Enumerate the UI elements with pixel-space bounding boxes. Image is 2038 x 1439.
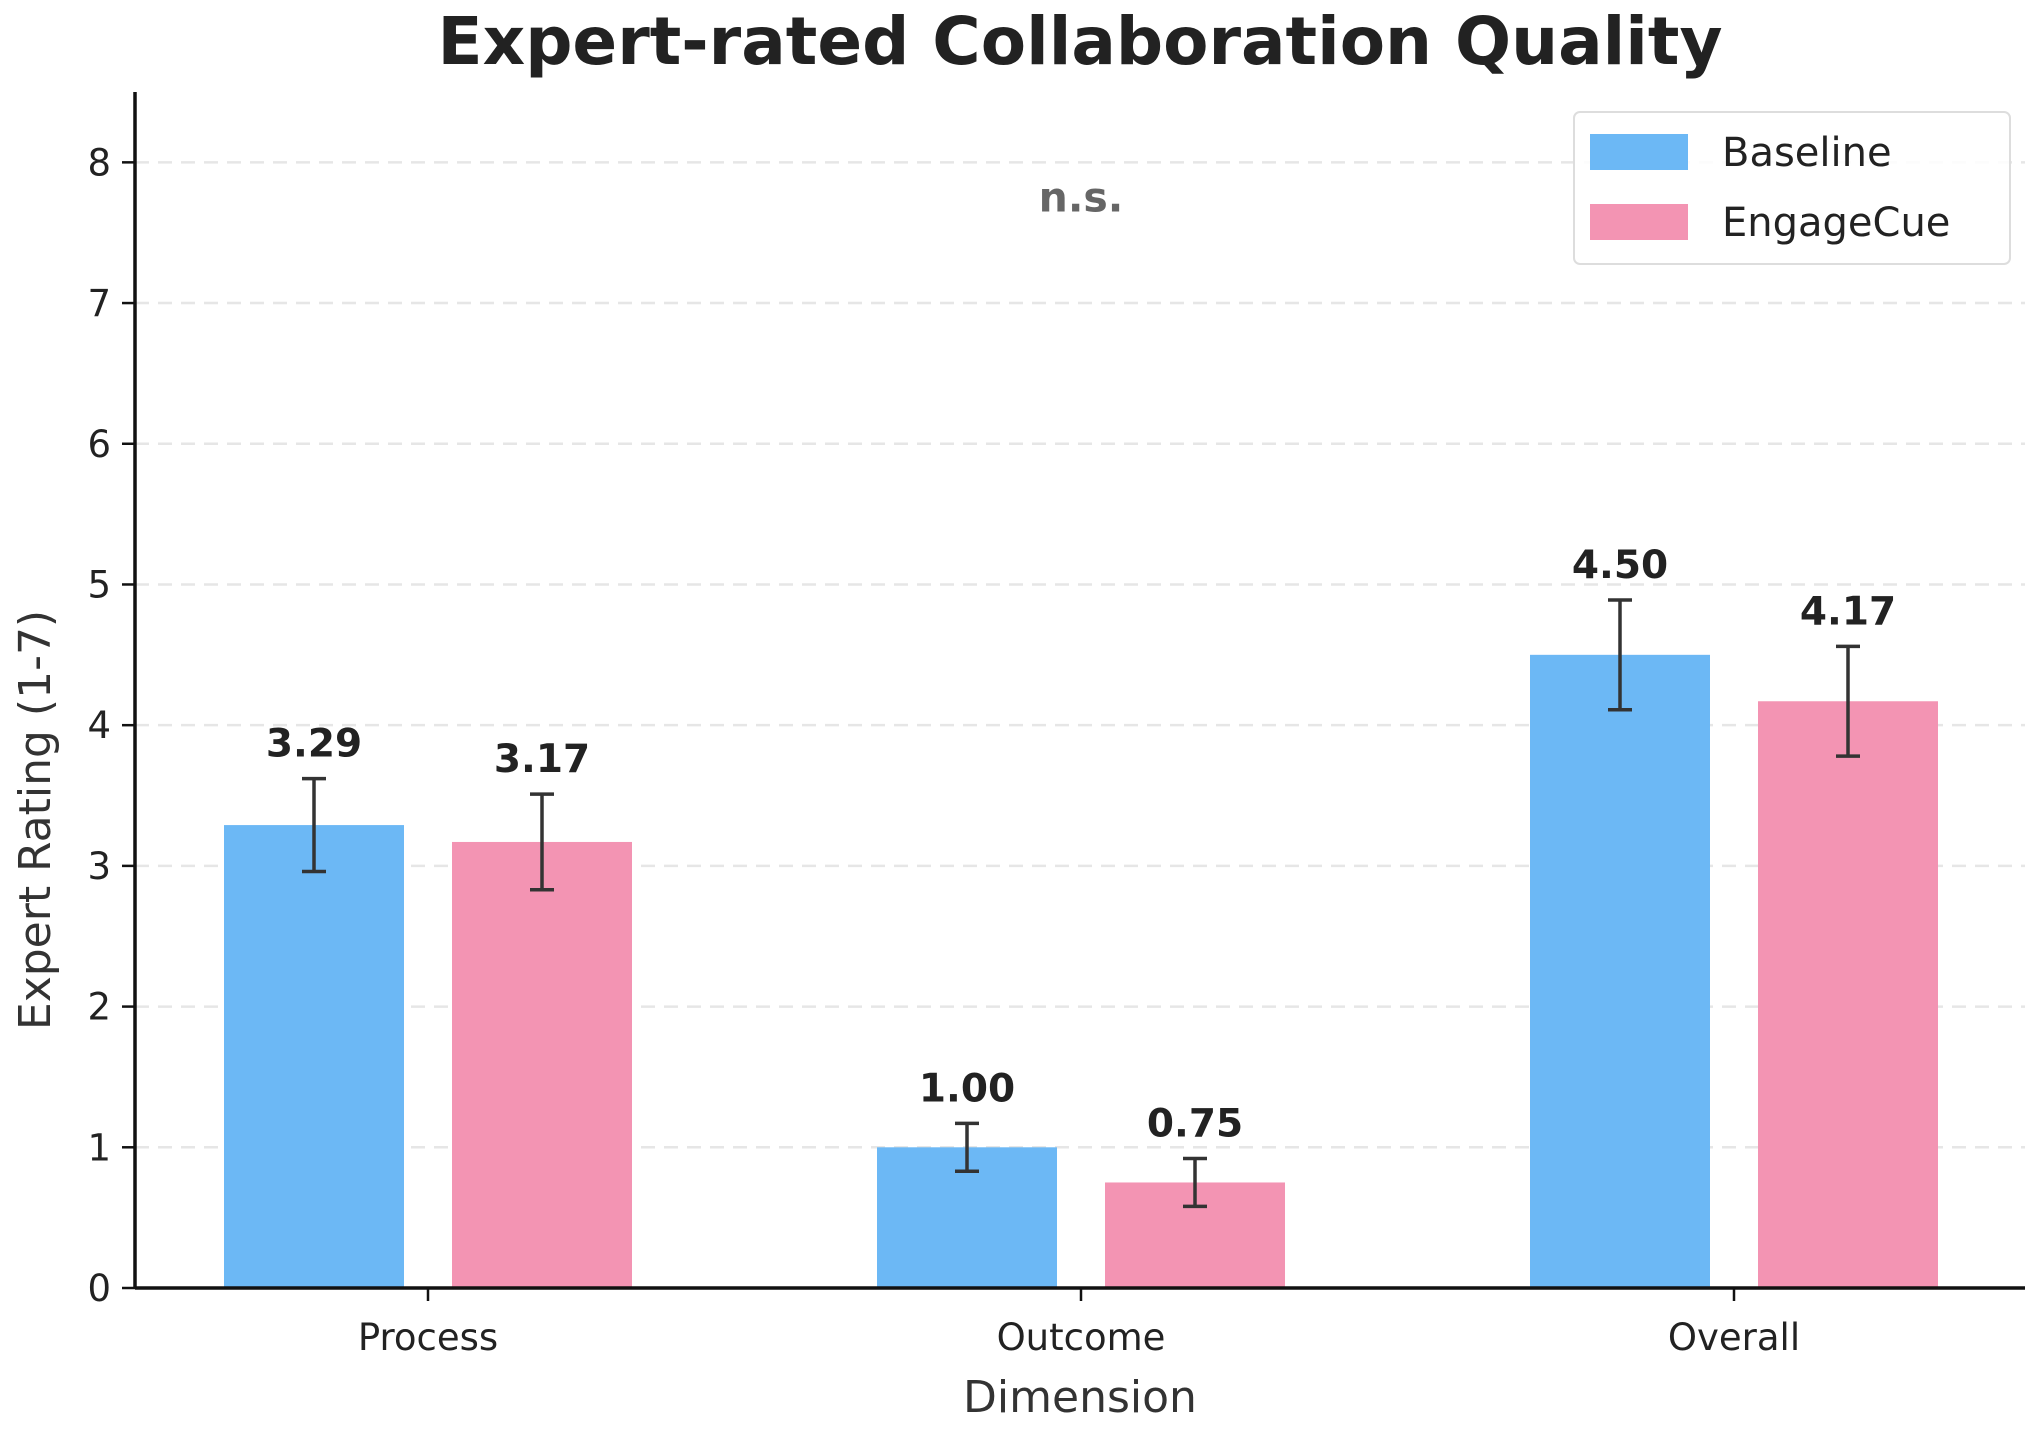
x-axis-label: Dimension [963,1372,1197,1423]
y-tick-label: 8 [87,141,111,184]
error-bar [530,792,554,892]
error-bar [302,776,326,874]
y-tick-label: 2 [87,986,111,1029]
error-bar [1608,598,1632,712]
value-labels: 3.29 1.00 4.50 3.17 0.75 4.17 n.s. [266,174,1896,1147]
x-tick-label: Process [358,1316,498,1359]
bar-engagecue-process [452,841,632,1288]
data-label: 4.50 [1572,543,1668,588]
data-label: 3.17 [494,737,590,782]
y-tick-label: 4 [87,704,111,747]
legend: Baseline EngageCue [1573,111,2011,265]
data-label: 0.75 [1147,1102,1243,1147]
y-tick-label: 3 [87,845,111,888]
error-bar [1183,1156,1207,1209]
x-tick-label: Outcome [997,1316,1166,1359]
legend-swatch [1590,204,1688,240]
y-tick-label: 0 [87,1267,111,1310]
axes: 0 1 2 3 4 5 6 7 8 Process Outcome Overall [87,92,2025,1359]
grid [135,161,2025,1149]
bars [224,598,1938,1288]
bar-engagecue-overall [1758,701,1938,1288]
legend-swatch [1590,134,1688,170]
y-tick-label: 6 [87,423,111,466]
chart-title: Expert-rated Collaboration Quality [438,3,1723,80]
significance-annotation: n.s. [1039,174,1124,222]
error-bar [1836,644,1860,758]
data-label: 1.00 [919,1066,1015,1111]
bar-baseline-overall [1530,654,1710,1288]
y-tick-label: 1 [87,1126,111,1169]
y-axis-label: Expert Rating (1-7) [10,610,61,1030]
y-tick-label: 5 [87,563,111,606]
error-bar [955,1121,979,1173]
y-tick-label: 7 [87,282,111,325]
data-label: 3.29 [266,722,362,767]
legend-label: Baseline [1722,130,1892,176]
x-tick-label: Overall [1668,1316,1800,1359]
bar-baseline-process [224,825,404,1288]
legend-label: EngageCue [1722,200,1950,246]
data-label: 4.17 [1800,589,1896,634]
